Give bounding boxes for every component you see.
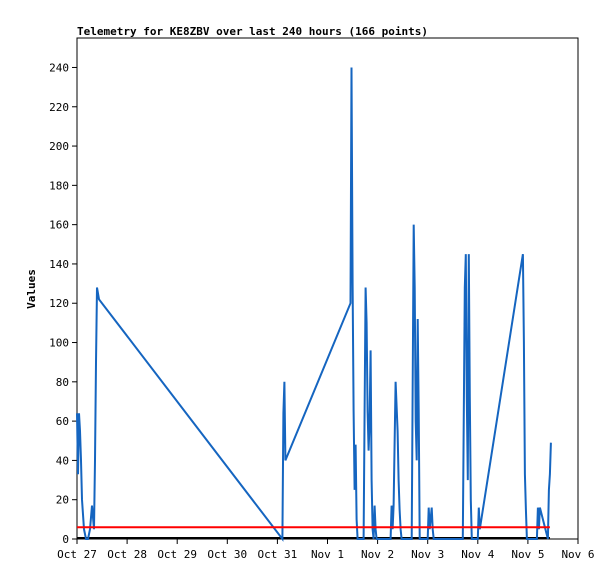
- y-tick-label: 20: [56, 494, 69, 507]
- y-tick-label: 120: [49, 297, 69, 310]
- y-tick-label: 160: [49, 219, 69, 232]
- y-axis-label: Values: [25, 269, 38, 309]
- x-tick-label: Nov 6: [561, 548, 594, 561]
- x-tick-label: Nov 5: [511, 548, 544, 561]
- chart-title: Telemetry for KE8ZBV over last 240 hours…: [77, 25, 428, 38]
- y-tick-label: 40: [56, 454, 69, 467]
- y-tick-label: 140: [49, 258, 69, 271]
- x-tick-label: Nov 2: [361, 548, 394, 561]
- y-tick-label: 60: [56, 415, 69, 428]
- y-axis: 0 20 40 60 80 100 120 140 160 180 200 220 240: [49, 61, 77, 546]
- x-tick-label: Oct 30: [207, 548, 247, 561]
- x-tick-label: Oct 31: [258, 548, 298, 561]
- y-tick-label: 240: [49, 61, 69, 74]
- y-tick-label: 220: [49, 101, 69, 114]
- x-tick-label: Oct 28: [107, 548, 147, 561]
- x-axis: Oct 27 Oct 28 Oct 29 Oct 30 Oct 31 Nov 1 Nov 2…: [57, 539, 595, 561]
- x-tick-label: Oct 27: [57, 548, 97, 561]
- x-tick-label: Nov 3: [411, 548, 444, 561]
- telemetry-series-line: [76, 67, 552, 542]
- y-tick-label: 200: [49, 140, 69, 153]
- plot-frame: [76, 37, 579, 540]
- series-layer: [76, 67, 552, 542]
- x-tick-label: Oct 29: [157, 548, 197, 561]
- y-tick-label: 100: [49, 337, 69, 350]
- y-tick-label: 80: [56, 376, 69, 389]
- y-tick-label: 180: [49, 179, 69, 192]
- x-tick-label: Nov 4: [461, 548, 494, 561]
- x-tick-label: Nov 1: [311, 548, 344, 561]
- y-tick-label: 0: [62, 533, 69, 546]
